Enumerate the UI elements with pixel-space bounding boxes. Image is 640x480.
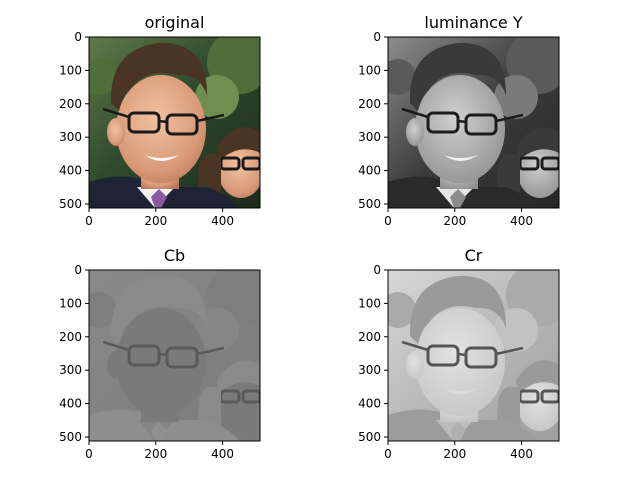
y-tick-label: 400 — [59, 164, 82, 178]
panel-image — [388, 37, 559, 208]
y-tick-label: 0 — [74, 263, 82, 277]
panel-title: original — [145, 13, 205, 32]
x-tick-label: 200 — [443, 214, 466, 228]
y-tick-label: 400 — [59, 397, 82, 411]
x-tick-label: 0 — [384, 214, 392, 228]
panel-title: luminance Y — [424, 13, 522, 32]
x-tick-label: 200 — [144, 447, 167, 461]
y-tick-label: 100 — [358, 63, 381, 77]
panel-image — [89, 37, 260, 208]
y-tick-label: 100 — [358, 296, 381, 310]
y-tick-label: 200 — [358, 97, 381, 111]
panel-image — [89, 270, 260, 441]
x-tick-label: 0 — [85, 447, 93, 461]
y-tick-label: 300 — [358, 130, 381, 144]
y-tick-label: 300 — [358, 363, 381, 377]
axes-frame — [387, 269, 560, 442]
panel-2: luminance Y 0 200 400 0 100 200 300 400 500 — [358, 13, 560, 228]
x-tick-label: 200 — [443, 447, 466, 461]
panel-1: original 0 200 400 0 100 200 300 400 500 — [59, 13, 261, 228]
x-tick-label: 400 — [211, 447, 234, 461]
axes-frame — [88, 269, 261, 442]
y-tick-label: 500 — [59, 197, 82, 211]
y-tick-label: 500 — [59, 430, 82, 444]
x-tick-label: 200 — [144, 214, 167, 228]
y-tick-label: 400 — [358, 397, 381, 411]
y-tick-label: 200 — [358, 330, 381, 344]
y-tick-label: 300 — [59, 130, 82, 144]
y-tick-label: 500 — [358, 197, 381, 211]
y-tick-label: 100 — [59, 63, 82, 77]
axes-frame — [387, 36, 560, 209]
axes-frame — [88, 36, 261, 209]
y-tick-label: 200 — [59, 330, 82, 344]
panel-4: Cr 0 200 400 0 100 200 300 400 500 — [358, 246, 560, 461]
y-tick-label: 200 — [59, 97, 82, 111]
x-tick-label: 400 — [510, 214, 533, 228]
panel-title: Cr — [465, 246, 483, 265]
y-tick-label: 100 — [59, 296, 82, 310]
x-tick-label: 0 — [85, 214, 93, 228]
panel-title: Cb — [164, 246, 185, 265]
x-tick-label: 400 — [211, 214, 234, 228]
panel-3: Cb 0 200 400 0 100 200 300 400 500 — [59, 246, 261, 461]
y-tick-label: 500 — [358, 430, 381, 444]
y-tick-label: 0 — [74, 30, 82, 44]
y-tick-label: 0 — [373, 263, 381, 277]
y-tick-label: 300 — [59, 363, 82, 377]
x-tick-label: 400 — [510, 447, 533, 461]
panel-image — [388, 270, 559, 441]
y-tick-label: 0 — [373, 30, 381, 44]
x-tick-label: 0 — [384, 447, 392, 461]
y-tick-label: 400 — [358, 164, 381, 178]
